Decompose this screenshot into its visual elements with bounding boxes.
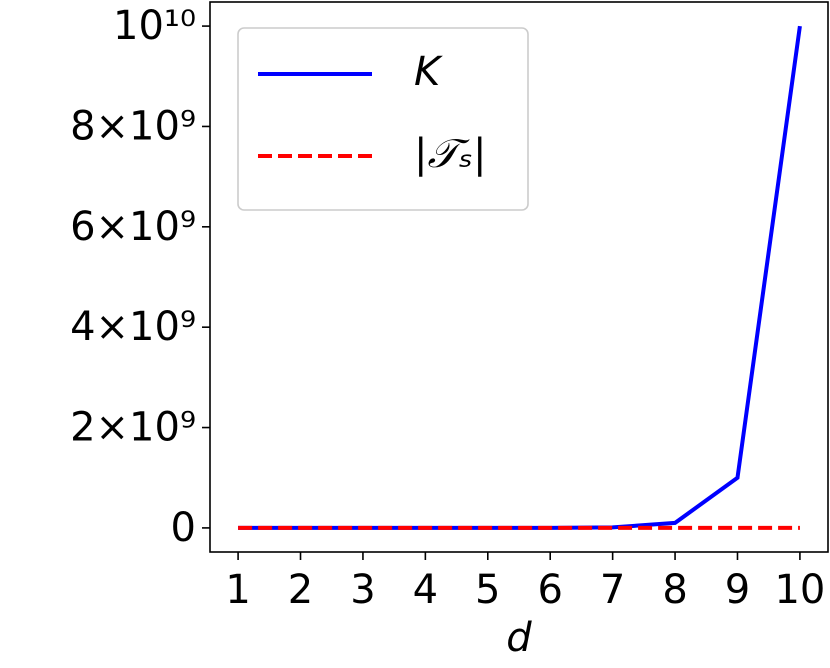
x-tick-label: 3 [350,567,375,613]
x-tick-label: 5 [475,567,500,613]
x-tick-label: 2 [288,567,313,613]
y-tick-label: 10¹⁰ [113,3,196,49]
legend-label: K [414,49,443,95]
x-tick-label: 7 [600,567,625,613]
y-tick-label: 8×10⁹ [70,103,196,149]
x-tick-label: 10 [774,567,825,613]
x-axis-label: d [506,615,532,661]
x-tick-label: 6 [537,567,562,613]
y-tick-label: 0 [171,505,196,551]
x-tick-label: 8 [662,567,687,613]
x-tick-label: 1 [225,567,250,613]
y-tick-label: 6×10⁹ [70,204,196,250]
y-tick-label: 2×10⁹ [70,405,196,451]
legend-box [237,27,529,211]
x-tick-label: 9 [725,567,750,613]
plot-frame [209,1,829,553]
legend-label: |𝒯ₛ| [414,131,487,177]
x-tick-label: 4 [413,567,438,613]
y-tick-label: 4×10⁹ [70,304,196,350]
